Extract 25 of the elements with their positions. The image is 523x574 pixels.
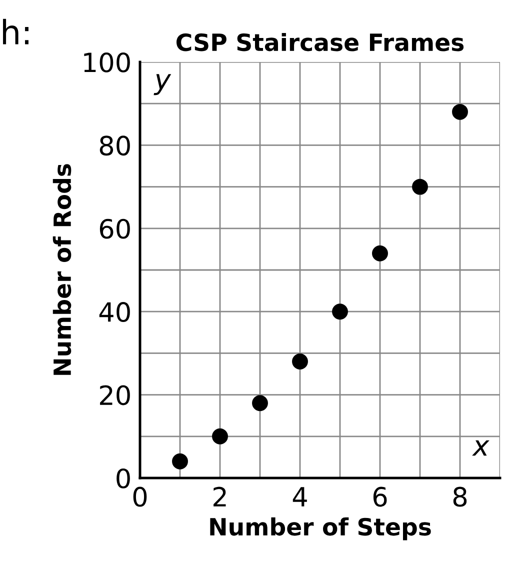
- annotation: x: [472, 440, 490, 456]
- y-tick-label: 60: [100, 218, 130, 239]
- x-tick-label: 6: [373, 486, 387, 507]
- text: h:: [3, 18, 28, 44]
- x-tick-label: 4: [292, 487, 307, 506]
- point: [172, 453, 188, 470]
- x-axis-title: Number of Steps: [210, 517, 431, 540]
- y-tick-label: 40: [99, 302, 130, 322]
- point: [452, 104, 468, 120]
- point: [332, 304, 348, 320]
- y-tick-label: 0: [116, 468, 130, 488]
- y-tick-label: 100: [84, 52, 130, 72]
- y-tick-label: 80: [100, 136, 130, 156]
- x-tick-label: 2: [214, 486, 226, 506]
- annotation: y: [154, 74, 172, 96]
- y-tick-label: 20: [100, 385, 130, 406]
- x-tick-label: 8: [453, 486, 467, 507]
- point: [252, 395, 268, 412]
- point: [212, 428, 228, 444]
- point: [372, 245, 388, 262]
- chart-title: CSP Staircase Frames: [176, 32, 464, 52]
- point: [292, 354, 308, 370]
- y-axis-title: Number of Rods: [52, 164, 72, 375]
- x-tick-label: 0: [133, 486, 147, 507]
- point: [412, 178, 428, 195]
